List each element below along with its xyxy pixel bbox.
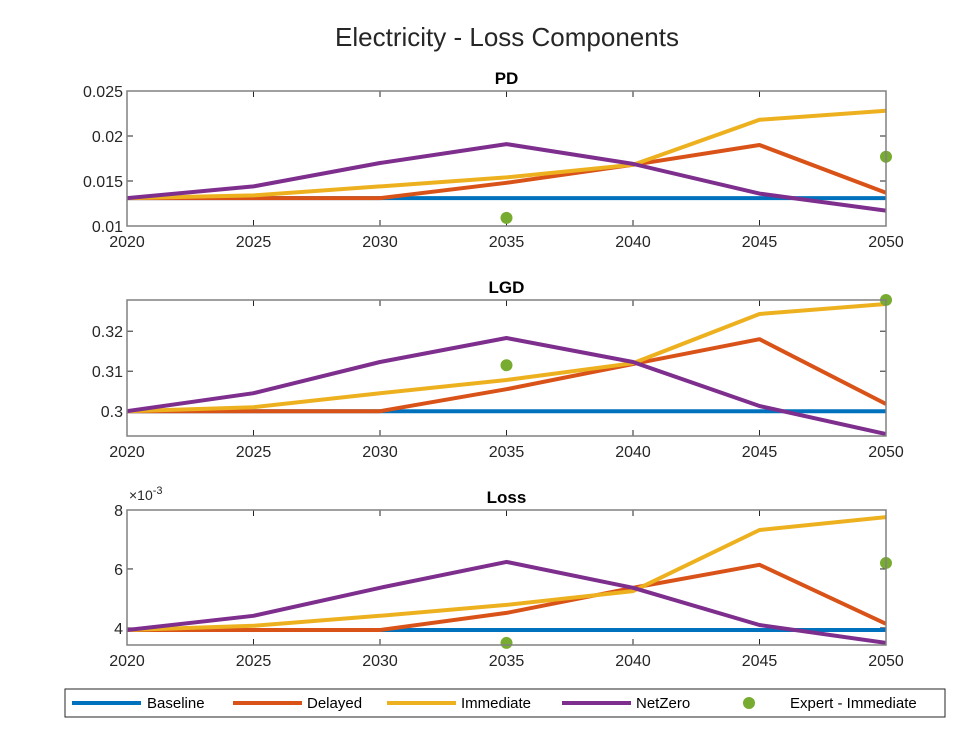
x-tick-label: 2040 [615, 234, 651, 251]
subplot-pd: PD 2020 2025 2030 2035 2040 2045 2050 0.01 0.015 0… [83, 69, 904, 251]
legend-item-expert-immediate: Expert - Immediate [743, 695, 917, 712]
x-tick-label: 2035 [489, 234, 525, 251]
y-tick-label: 4 [114, 621, 123, 638]
legend-label: Baseline [147, 695, 205, 712]
y-tick-label: 0.025 [83, 84, 123, 101]
legend-item-immediate: Immediate [387, 695, 531, 712]
subplot-title: Loss [487, 488, 527, 507]
exponent-base: ×10 [129, 487, 153, 503]
x-tick-label: 2050 [868, 234, 904, 251]
subplot-title: LGD [489, 278, 525, 297]
expert-immediate-point [500, 636, 513, 649]
axes-box [126, 509, 887, 646]
y-exponent-label: ×10-3 [129, 485, 163, 503]
series-line-netzero [127, 559, 886, 645]
legend: Baseline Delayed Immediate NetZero Expert - … [64, 688, 946, 718]
subplot-title: PD [495, 69, 519, 88]
y-tick-label: 8 [114, 503, 123, 520]
series-line-delayed [127, 337, 886, 414]
y-tick-label: 0.02 [92, 129, 123, 146]
x-tick-label: 2025 [236, 234, 272, 251]
x-tick-label: 2040 [615, 444, 651, 461]
figure-title: Electricity - Loss Components [335, 22, 679, 52]
x-tick-label: 2025 [236, 653, 272, 670]
legend-label: Delayed [307, 695, 362, 712]
series-line-netzero [127, 142, 886, 213]
legend-item-baseline: Baseline [72, 695, 205, 712]
x-tick-label: 2045 [742, 444, 778, 461]
y-tick-label: 0.31 [92, 364, 123, 381]
x-tick-label: 2025 [236, 444, 272, 461]
axes-container: PD 2020 2025 2030 2035 2040 2045 2050 0.01 0.015 0… [83, 69, 904, 670]
y-tick-label: 0.01 [92, 219, 123, 236]
series-group [127, 515, 886, 645]
series-line-delayed [127, 562, 886, 632]
x-tick-label: 2035 [489, 653, 525, 670]
series-line-immediate [127, 108, 886, 201]
series-group [127, 302, 886, 436]
x-tick-label: 2020 [109, 653, 145, 670]
expert-immediate-point [500, 359, 513, 372]
axes-box [126, 90, 887, 227]
legend-item-delayed: Delayed [233, 695, 362, 712]
series-line-delayed [127, 143, 886, 201]
legend-box [64, 688, 946, 718]
legend-label: NetZero [636, 695, 690, 712]
x-tick-label: 2050 [868, 444, 904, 461]
y-tick-label: 0.015 [83, 174, 123, 191]
y-tick-label: 6 [114, 562, 123, 579]
x-tick-label: 2020 [109, 234, 145, 251]
x-tick-label: 2045 [742, 653, 778, 670]
y-tick-label: 0.32 [92, 324, 123, 341]
legend-items: Baseline Delayed Immediate NetZero Expert - … [72, 695, 917, 712]
x-tick-label: 2050 [868, 653, 904, 670]
axes-box [126, 299, 887, 437]
x-tick-label: 2030 [362, 653, 398, 670]
series-group [127, 108, 886, 213]
series-line-immediate [127, 515, 886, 632]
exponent-power: -3 [153, 485, 163, 497]
series-line-immediate [127, 302, 886, 414]
x-tick-label: 2045 [742, 234, 778, 251]
x-tick-label: 2020 [109, 444, 145, 461]
legend-label: Immediate [461, 695, 531, 712]
y-tick-label: 0.3 [101, 404, 123, 421]
subplot-loss: Loss 2020 2025 2030 2035 2040 2045 2050 4 6 8 ×10-3 [109, 485, 904, 670]
legend-item-netzero: NetZero [562, 695, 690, 712]
x-tick-label: 2040 [615, 653, 651, 670]
series-line-netzero [127, 336, 886, 436]
expert-immediate-point [500, 211, 513, 224]
legend-label: Expert - Immediate [790, 695, 917, 712]
legend-marker [743, 697, 755, 709]
x-tick-label: 2030 [362, 234, 398, 251]
x-tick-label: 2030 [362, 444, 398, 461]
subplot-lgd: LGD 2020 2025 2030 2035 2040 2045 2050 0.3 0.31 0.… [92, 278, 904, 461]
x-tick-label: 2035 [489, 444, 525, 461]
